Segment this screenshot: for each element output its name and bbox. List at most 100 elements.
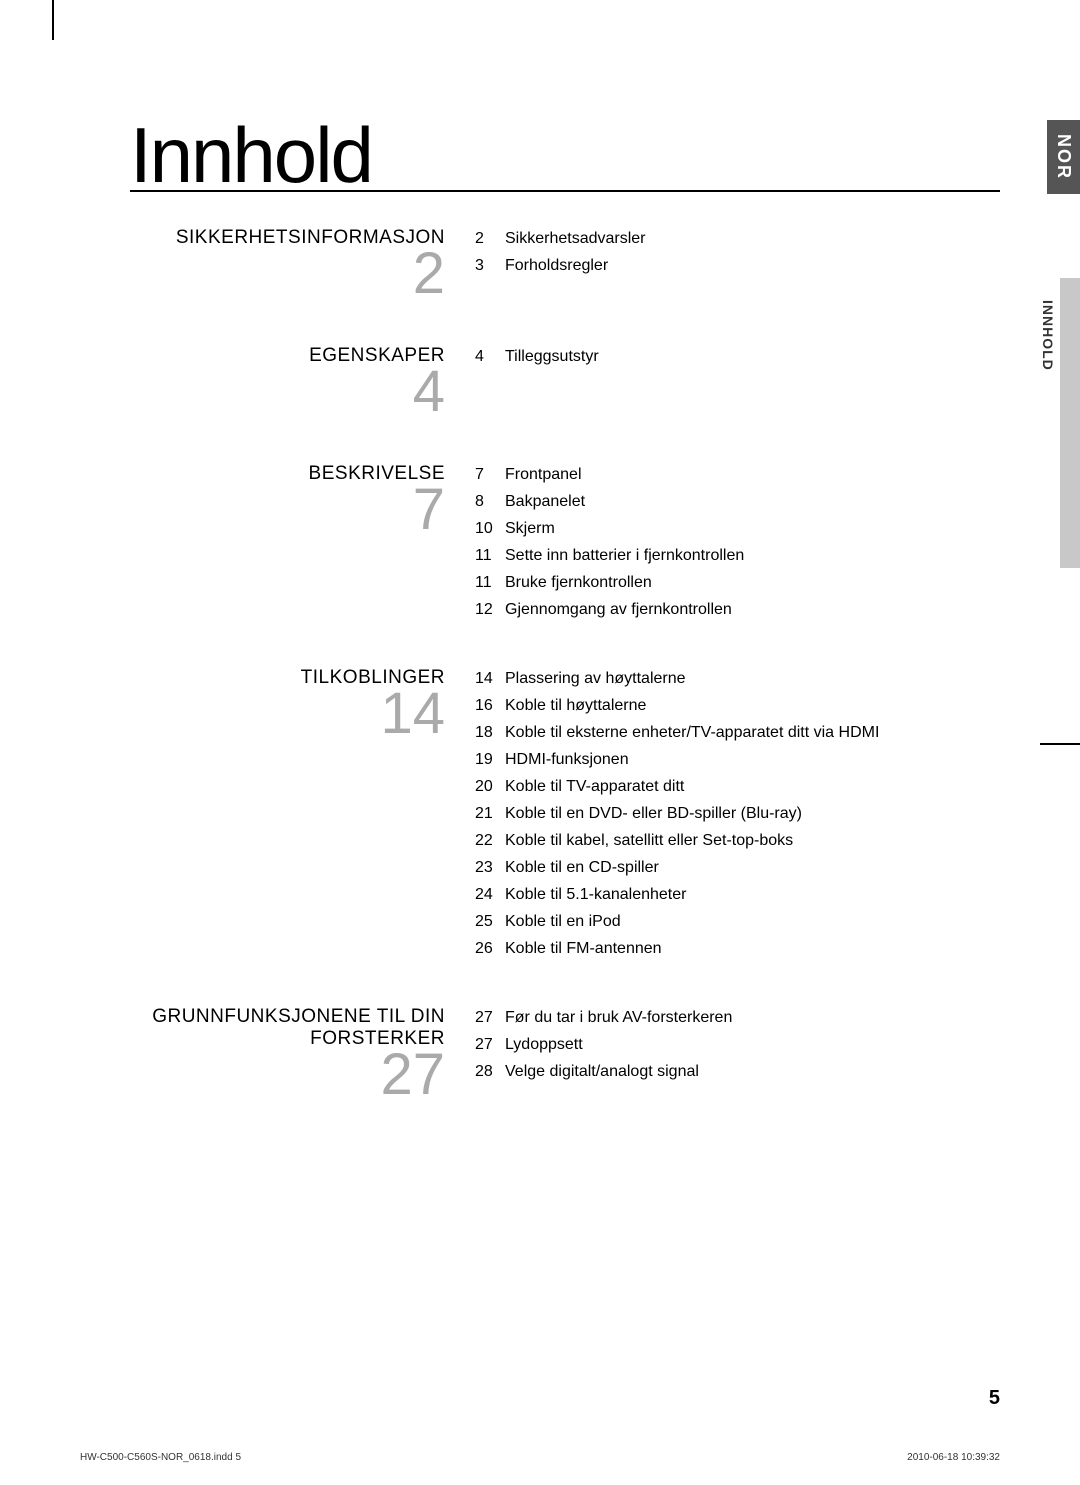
toc-entry: 18Koble til eksterne enheter/TV-apparate… [475, 721, 1000, 745]
toc-entry: 7Frontpanel [475, 463, 1000, 487]
entry-page: 7 [475, 463, 505, 487]
section-title: SIKKERHETSINFORMASJON [130, 227, 445, 249]
footer-timestamp: 2010-06-18 10:39:32 [907, 1452, 1000, 1463]
entry-text: Koble til eksterne enheter/TV-apparatet … [505, 721, 1000, 745]
toc-entry: 25Koble til en iPod [475, 910, 1000, 934]
section-number: 7 [130, 481, 445, 539]
entry-page: 25 [475, 910, 505, 934]
entry-page: 20 [475, 775, 505, 799]
entry-page: 24 [475, 883, 505, 907]
toc-entry: 20Koble til TV-apparatet ditt [475, 775, 1000, 799]
toc-entry: 19HDMI-funksjonen [475, 748, 1000, 772]
toc-entry: 3Forholdsregler [475, 254, 1000, 278]
entry-text: Gjennomgang av fjernkontrollen [505, 598, 1000, 622]
entry-text: Sikkerhetsadvarsler [505, 227, 1000, 251]
entry-text: Lydoppsett [505, 1033, 1000, 1057]
toc-entry: 23Koble til en CD-spiller [475, 856, 1000, 880]
page-number: 5 [989, 1387, 1000, 1410]
entry-page: 19 [475, 748, 505, 772]
toc-section: GRUNNFUNKSJONENE TIL DIN FORSTERKER 27 2… [130, 1006, 1000, 1104]
entry-page: 26 [475, 937, 505, 961]
entry-text: Skjerm [505, 517, 1000, 541]
entry-text: Før du tar i bruk AV-forsterkeren [505, 1006, 1000, 1030]
entry-page: 27 [475, 1033, 505, 1057]
toc-entry: 21Koble til en DVD- eller BD-spiller (Bl… [475, 802, 1000, 826]
toc-entry: 28Velge digitalt/analogt signal [475, 1060, 1000, 1084]
toc-entry: 24Koble til 5.1-kanalenheter [475, 883, 1000, 907]
entry-page: 16 [475, 694, 505, 718]
entry-text: Koble til høyttalerne [505, 694, 1000, 718]
entry-page: 18 [475, 721, 505, 745]
entry-page: 22 [475, 829, 505, 853]
entry-page: 10 [475, 517, 505, 541]
entry-text: HDMI-funksjonen [505, 748, 1000, 772]
section-header: SIKKERHETSINFORMASJON 2 [130, 227, 475, 303]
section-entries: 14Plassering av høyttalerne 16Koble til … [475, 667, 1000, 964]
entry-text: Tilleggsutstyr [505, 345, 1000, 369]
section-header: EGENSKAPER 4 [130, 345, 475, 421]
toc-entry: 10Skjerm [475, 517, 1000, 541]
entry-text: Koble til FM-antennen [505, 937, 1000, 961]
toc-section: SIKKERHETSINFORMASJON 2 2Sikkerhetsadvar… [130, 227, 1000, 303]
toc-entry: 12Gjennomgang av fjernkontrollen [475, 598, 1000, 622]
footer-filename: HW-C500-C560S-NOR_0618.indd 5 [80, 1452, 241, 1463]
entry-page: 2 [475, 227, 505, 251]
toc-entry: 27Lydoppsett [475, 1033, 1000, 1057]
entry-text: Koble til kabel, satellitt eller Set-top… [505, 829, 1000, 853]
entry-page: 11 [475, 571, 505, 595]
toc-entry: 27Før du tar i bruk AV-forsterkeren [475, 1006, 1000, 1030]
entry-text: Koble til en iPod [505, 910, 1000, 934]
entry-page: 3 [475, 254, 505, 278]
section-entries: 7Frontpanel 8Bakpanelet 10Skjerm 11Sette… [475, 463, 1000, 625]
toc-section: TILKOBLINGER 14 14Plassering av høyttale… [130, 667, 1000, 964]
entry-text: Koble til TV-apparatet ditt [505, 775, 1000, 799]
entry-text: Frontpanel [505, 463, 1000, 487]
toc-entry: 14Plassering av høyttalerne [475, 667, 1000, 691]
section-entries: 4Tilleggsutstyr [475, 345, 1000, 421]
language-tab: NOR [1047, 120, 1080, 194]
section-number: 14 [130, 685, 445, 743]
toc-entry: 22Koble til kabel, satellitt eller Set-t… [475, 829, 1000, 853]
section-header: BESKRIVELSE 7 [130, 463, 475, 625]
section-entries: 27Før du tar i bruk AV-forsterkeren 27Ly… [475, 1006, 1000, 1104]
section-indicator-bar [1060, 278, 1080, 568]
entry-text: Bakpanelet [505, 490, 1000, 514]
section-header: GRUNNFUNKSJONENE TIL DIN FORSTERKER 27 [130, 1006, 475, 1104]
section-entries: 2Sikkerhetsadvarsler 3Forholdsregler [475, 227, 1000, 303]
section-tab-label: INNHOLD [1040, 300, 1056, 371]
document-page: NOR INNHOLD Innhold SIKKERHETSINFORMASJO… [0, 0, 1080, 1485]
entry-text: Forholdsregler [505, 254, 1000, 278]
entry-page: 28 [475, 1060, 505, 1084]
entry-text: Plassering av høyttalerne [505, 667, 1000, 691]
toc-entry: 11Bruke fjernkontrollen [475, 571, 1000, 595]
toc-entry: 8Bakpanelet [475, 490, 1000, 514]
toc-entry: 26Koble til FM-antennen [475, 937, 1000, 961]
entry-text: Koble til 5.1-kanalenheter [505, 883, 1000, 907]
entry-page: 21 [475, 802, 505, 826]
entry-text: Koble til en DVD- eller BD-spiller (Blu-… [505, 802, 1000, 826]
section-number: 2 [130, 245, 445, 303]
entry-text: Bruke fjernkontrollen [505, 571, 1000, 595]
entry-page: 8 [475, 490, 505, 514]
entry-page: 12 [475, 598, 505, 622]
entry-page: 23 [475, 856, 505, 880]
entry-page: 4 [475, 345, 505, 369]
toc-section: BESKRIVELSE 7 7Frontpanel 8Bakpanelet 10… [130, 463, 1000, 625]
toc-entry: 4Tilleggsutstyr [475, 345, 1000, 369]
entry-page: 27 [475, 1006, 505, 1030]
toc-entry: 16Koble til høyttalerne [475, 694, 1000, 718]
entry-text: Velge digitalt/analogt signal [505, 1060, 1000, 1084]
toc-entry: 2Sikkerhetsadvarsler [475, 227, 1000, 251]
entry-page: 11 [475, 544, 505, 568]
page-title: Innhold [130, 120, 1000, 192]
toc-entry: 11Sette inn batterier i fjernkontrollen [475, 544, 1000, 568]
entry-text: Koble til en CD-spiller [505, 856, 1000, 880]
section-number: 27 [130, 1046, 445, 1104]
toc-section: EGENSKAPER 4 4Tilleggsutstyr [130, 345, 1000, 421]
section-header: TILKOBLINGER 14 [130, 667, 475, 964]
toc-content: SIKKERHETSINFORMASJON 2 2Sikkerhetsadvar… [130, 227, 1000, 1104]
section-number: 4 [130, 363, 445, 421]
footer: HW-C500-C560S-NOR_0618.indd 5 2010-06-18… [80, 1452, 1000, 1463]
entry-text: Sette inn batterier i fjernkontrollen [505, 544, 1000, 568]
entry-page: 14 [475, 667, 505, 691]
